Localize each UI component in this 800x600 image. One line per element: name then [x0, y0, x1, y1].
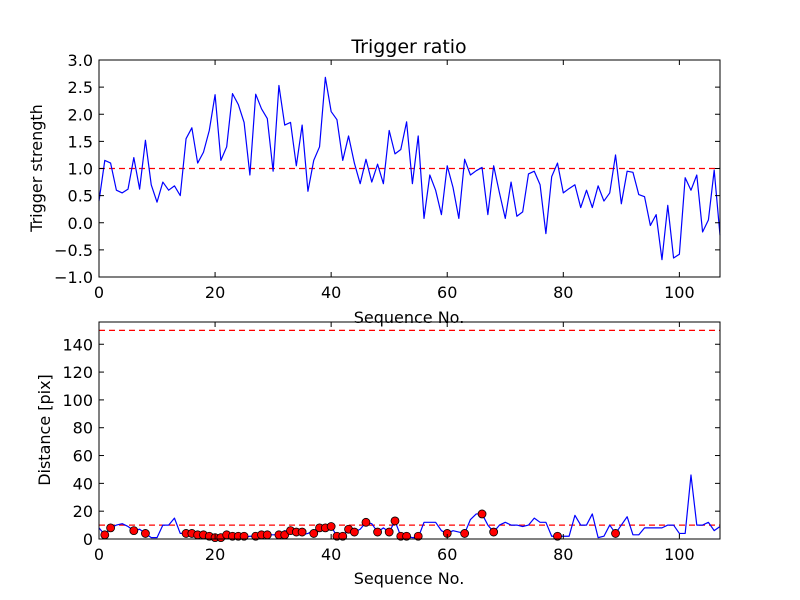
data-point-marker	[384, 527, 394, 537]
chart-title: Trigger ratio	[350, 36, 466, 58]
y-tick-label: 0.0	[68, 214, 93, 233]
data-point-marker	[611, 529, 620, 538]
data-point-marker	[373, 527, 382, 537]
data-point-marker	[262, 530, 272, 540]
x-tick-label: 20	[205, 283, 225, 302]
x-tick-label: 40	[321, 283, 341, 302]
x-tick-label: 0	[94, 283, 104, 302]
y-tick-label: 3.0	[68, 51, 93, 70]
threshold-lines	[99, 329, 720, 526]
data-point-marker	[413, 531, 423, 541]
x-axis-ticks: 0 20 40 60 80 100	[94, 60, 695, 302]
x-tick-label: 0	[94, 545, 104, 564]
x-axis-ticks: 0 20 40 60 80 100	[94, 322, 695, 564]
series	[98, 76, 721, 261]
y-tick-label: 1.5	[68, 132, 93, 151]
data-point-marker	[553, 531, 562, 541]
y-tick-label: 0.5	[68, 187, 93, 206]
distance-chart: 0 20 40 60 80 100 0 20 40 60 80 100 120 140 Sequence…	[35, 321, 721, 588]
x-tick-label: 40	[321, 545, 341, 564]
series-line	[98, 474, 721, 539]
data-point-marker	[477, 509, 487, 519]
y-axis-ticks: −1.0 −0.5 0.0 0.5 1.0 1.5 2.0 2.5 3.0	[54, 51, 720, 287]
markers	[100, 509, 620, 543]
x-tick-label: 100	[664, 545, 695, 564]
y-axis-ticks: 0 20 40 60 80 100 120 140	[62, 335, 720, 549]
data-point-marker	[338, 531, 348, 541]
data-point-marker	[460, 529, 470, 538]
x-tick-label: 20	[205, 545, 225, 564]
y-tick-label: 2.0	[68, 105, 93, 124]
data-point-marker	[309, 529, 319, 538]
data-point-marker	[106, 523, 116, 533]
data-point-marker	[129, 526, 139, 536]
y-tick-label: −1.0	[54, 268, 93, 287]
y-tick-label: 2.5	[68, 78, 93, 97]
data-point-marker	[489, 527, 499, 537]
x-tick-label: 80	[553, 545, 573, 564]
data-point-marker	[297, 527, 307, 537]
data-point-marker	[402, 531, 411, 541]
y-tick-label: 80	[73, 419, 93, 438]
data-point-marker	[326, 522, 336, 531]
y-tick-label: 1.0	[68, 160, 93, 179]
y-tick-label: 120	[62, 363, 93, 382]
y-tick-label: −0.5	[54, 241, 93, 260]
y-tick-label: 100	[62, 391, 93, 410]
x-axis-label: Sequence No.	[354, 569, 465, 588]
y-axis-label: Trigger strength	[27, 104, 46, 233]
plot-area-frame	[98, 321, 721, 540]
x-tick-label: 80	[553, 283, 573, 302]
x-tick-label: 100	[664, 283, 695, 302]
x-tick-label: 60	[437, 545, 457, 564]
data-point-marker	[361, 517, 371, 527]
y-tick-label: 20	[73, 502, 93, 521]
y-tick-label: 60	[73, 447, 93, 466]
y-tick-label: 140	[62, 335, 93, 354]
data-point-marker	[390, 516, 400, 526]
y-axis-label: Distance [pix]	[35, 374, 54, 486]
data-point-marker	[349, 527, 359, 537]
y-tick-label: 40	[73, 474, 93, 493]
data-point-marker	[100, 530, 110, 540]
x-tick-label: 60	[437, 283, 457, 302]
series-line	[98, 76, 721, 261]
y-tick-label: 0	[83, 530, 93, 549]
series	[98, 474, 721, 539]
data-point-marker	[239, 531, 249, 541]
data-point-marker	[141, 529, 150, 538]
trigger-ratio-chart: Trigger ratio 0 20 40 60 80 100 −1.0 −0.5 0.0 0.…	[27, 36, 721, 327]
